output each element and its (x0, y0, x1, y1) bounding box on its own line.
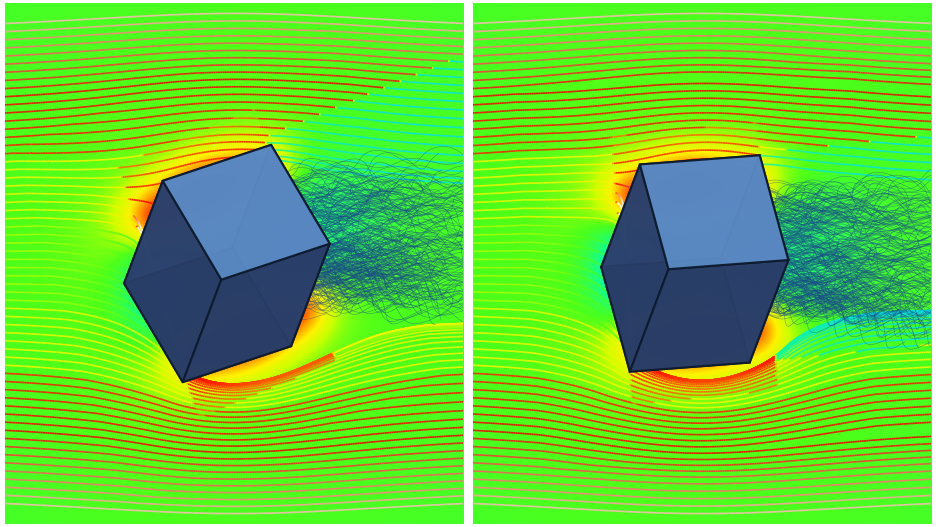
Polygon shape (721, 155, 788, 363)
Polygon shape (601, 164, 668, 372)
Polygon shape (183, 243, 329, 382)
Polygon shape (163, 145, 329, 280)
Polygon shape (601, 258, 750, 372)
Polygon shape (124, 145, 271, 284)
Polygon shape (124, 247, 291, 382)
Polygon shape (630, 260, 788, 372)
Polygon shape (640, 155, 788, 269)
Polygon shape (232, 145, 329, 346)
Polygon shape (601, 155, 760, 267)
Polygon shape (124, 181, 221, 382)
